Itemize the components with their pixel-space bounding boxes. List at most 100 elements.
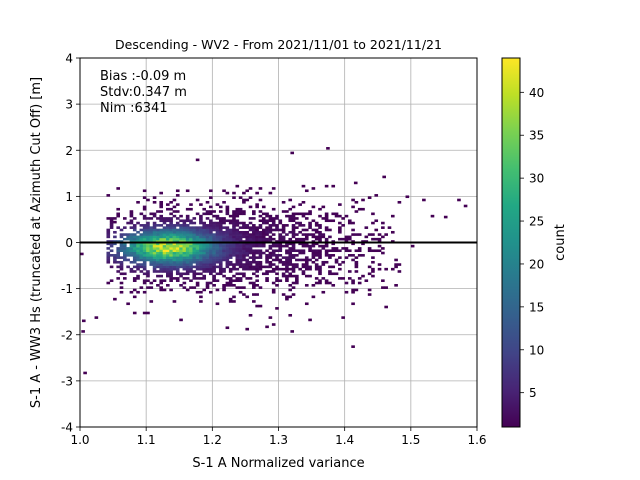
heat-cell: [149, 300, 154, 303]
heat-cell: [324, 228, 329, 232]
heat-cell: [209, 270, 213, 273]
x-tick-label: 1.5: [401, 433, 420, 447]
heat-cell: [212, 210, 216, 213]
heat-cell: [169, 228, 173, 232]
heat-cell: [328, 219, 332, 223]
heat-cell: [228, 251, 233, 255]
heat-cell: [238, 256, 243, 259]
heat-cell: [222, 267, 226, 271]
heat-cell: [298, 258, 302, 262]
heat-cell: [156, 249, 160, 253]
heat-cell: [304, 263, 309, 266]
heat-cell: [232, 300, 236, 303]
heat-cell: [308, 221, 312, 225]
heat-cell: [172, 256, 177, 259]
heat-cell: [116, 240, 120, 243]
heat-cell: [195, 247, 200, 250]
heat-cell: [288, 217, 293, 220]
heat-cell: [238, 210, 243, 213]
heat-cell: [318, 270, 322, 273]
heat-cell: [291, 270, 296, 273]
heat-cell: [195, 284, 200, 287]
heat-cell: [185, 254, 190, 257]
heat-cell: [142, 242, 147, 246]
heat-cell: [328, 228, 332, 232]
heat-cell: [258, 187, 263, 190]
heat-cell: [182, 258, 187, 262]
heat-cell: [109, 265, 114, 269]
heat-cell: [146, 221, 150, 225]
heat-cell: [235, 277, 240, 280]
heat-cell: [304, 235, 309, 239]
heat-cell: [248, 251, 253, 255]
heat-cell: [255, 242, 259, 246]
heat-cell: [252, 254, 256, 257]
heat-cell: [354, 200, 359, 204]
heat-cell: [245, 263, 250, 266]
heat-cell: [212, 258, 216, 262]
heat-cell: [81, 319, 86, 323]
heat-cell: [179, 235, 183, 239]
heat-cell: [222, 288, 226, 292]
heat-cell: [281, 230, 286, 234]
heat-cell: [116, 207, 120, 211]
y-axis-label: S-1 A - WW3 Hs (truncated at Azimuth Cut…: [29, 77, 44, 408]
heat-cell: [209, 260, 213, 264]
heat-cell: [159, 210, 164, 213]
heat-cell: [129, 270, 134, 273]
heat-cell: [245, 233, 250, 236]
heat-cell: [182, 267, 187, 271]
heat-cell: [205, 267, 210, 271]
heat-cell: [218, 267, 223, 271]
heat-cell: [136, 237, 140, 241]
heat-cell: [159, 265, 164, 269]
heat-cell: [146, 254, 150, 257]
heat-cell: [308, 274, 312, 278]
heat-cell: [109, 244, 114, 248]
heat-cell: [232, 228, 236, 232]
heat-cell: [268, 247, 273, 250]
heat-cell: [255, 263, 259, 266]
heat-cell: [371, 274, 375, 278]
heat-cell: [255, 240, 259, 243]
heat-cell: [265, 270, 269, 273]
heat-cell: [152, 233, 157, 236]
heat-cell: [215, 224, 220, 227]
heat-cell: [225, 247, 230, 250]
heat-cell: [189, 260, 193, 264]
heat-cell: [169, 263, 173, 266]
heat-cell: [228, 233, 233, 236]
heat-cell: [172, 210, 177, 213]
heat-cell: [106, 247, 111, 250]
heat-cell: [324, 226, 329, 229]
heat-cell: [192, 277, 197, 280]
heat-cell: [298, 237, 302, 241]
heat-cell: [252, 256, 256, 259]
heat-cell: [129, 267, 134, 271]
heat-cell: [212, 263, 216, 266]
heat-cell: [132, 233, 137, 236]
heat-cell: [301, 214, 306, 218]
heat-cell: [215, 272, 220, 276]
heat-cell: [298, 203, 302, 206]
heat-cell: [132, 235, 137, 239]
heat-cell: [271, 323, 276, 326]
heat-cell: [136, 258, 140, 262]
heat-cell: [258, 267, 263, 271]
heat-cell: [199, 235, 203, 239]
heat-cell: [225, 258, 230, 262]
heat-cell: [218, 217, 223, 220]
heat-cell: [397, 200, 402, 204]
heat-cell: [159, 249, 164, 253]
heat-cell: [142, 265, 147, 269]
heat-cell: [232, 219, 236, 223]
heat-cell: [129, 219, 134, 223]
heat-cell: [123, 277, 127, 280]
heat-cell: [225, 326, 230, 330]
heat-cell: [278, 235, 283, 239]
heat-cell: [209, 251, 213, 255]
heat-cell: [218, 224, 223, 227]
heat-cell: [162, 270, 167, 273]
heat-cell: [109, 240, 114, 243]
heat-cell: [109, 226, 114, 229]
